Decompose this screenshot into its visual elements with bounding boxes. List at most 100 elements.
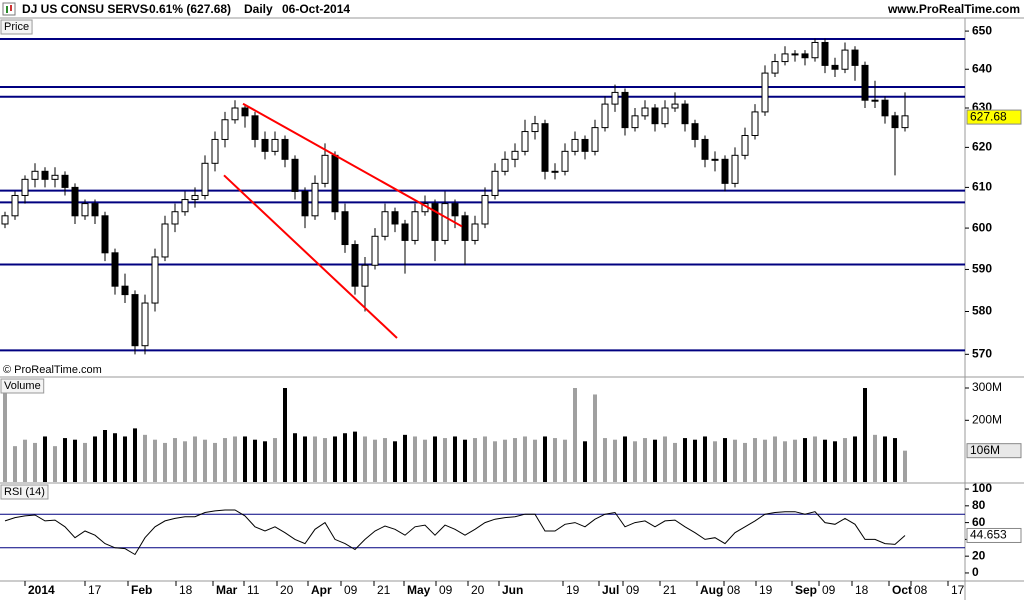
volume-bar xyxy=(733,439,737,482)
candle-body xyxy=(791,53,799,56)
instrument-title: DJ US CONSU SERVS xyxy=(22,2,148,16)
candle-body xyxy=(91,203,99,217)
volume-bar xyxy=(163,442,167,482)
candle-body xyxy=(811,41,819,59)
chart-icon xyxy=(6,6,8,13)
candle-body xyxy=(241,107,249,117)
volume-bar xyxy=(173,438,177,482)
candle-body xyxy=(151,256,159,304)
candle-body xyxy=(821,41,829,66)
candle-body xyxy=(121,285,129,296)
volume-bar xyxy=(83,442,87,482)
candle-body xyxy=(211,138,219,164)
candle-body xyxy=(181,199,189,213)
volume-bar xyxy=(843,438,847,482)
x-tick-label: Jul xyxy=(602,583,619,597)
candle-body xyxy=(581,138,589,152)
volume-bar xyxy=(483,436,487,482)
candle-body xyxy=(341,211,349,246)
x-tick-label: Feb xyxy=(131,583,152,597)
volume-bar xyxy=(893,438,897,482)
x-tick-label: 17 xyxy=(88,583,102,597)
volume-bar xyxy=(473,438,477,482)
last-value-box xyxy=(966,527,1022,543)
x-tick-label: Mar xyxy=(216,583,238,597)
candle-body xyxy=(591,127,599,152)
x-tick-label: May xyxy=(407,583,431,597)
volume-bar xyxy=(783,441,787,482)
volume-bar xyxy=(763,439,767,482)
volume-bar xyxy=(533,439,537,482)
candle-body xyxy=(141,302,149,347)
x-tick-label: Oct xyxy=(892,583,912,597)
y-tick-label: 300M xyxy=(972,380,1002,394)
volume-bar xyxy=(653,439,657,482)
candle-body xyxy=(651,107,659,125)
x-tick-label: Jun xyxy=(502,583,523,597)
candle-body xyxy=(691,123,699,140)
candle-body xyxy=(641,107,649,117)
volume-bar xyxy=(493,441,497,482)
candle-body xyxy=(501,158,509,172)
y-tick-label: 20 xyxy=(972,548,986,562)
x-tick-label: 17 xyxy=(951,583,965,597)
y-tick-label: 650 xyxy=(972,23,992,37)
candle-body xyxy=(741,135,749,156)
candle-body xyxy=(201,162,209,196)
volume-bar xyxy=(213,442,217,482)
candle-body xyxy=(681,103,689,125)
x-tick-label: 21 xyxy=(663,583,677,597)
candle-body xyxy=(631,115,639,129)
volume-bar xyxy=(263,441,267,482)
watermark: © ProRealTime.com xyxy=(3,364,102,376)
volume-bar xyxy=(603,438,607,482)
volume-bar xyxy=(623,436,627,482)
panel-label: Volume xyxy=(4,380,41,392)
panel-label: RSI (14) xyxy=(4,486,45,498)
candle-body xyxy=(551,170,559,173)
candle-body xyxy=(901,115,909,129)
y-tick-label: 620 xyxy=(972,140,992,154)
price-change: -0.61% (627.68) xyxy=(145,2,231,16)
volume-bar xyxy=(183,441,187,482)
volume-bar xyxy=(253,439,257,482)
volume-bar xyxy=(413,436,417,482)
period: Daily xyxy=(244,2,273,16)
volume-bar xyxy=(13,446,17,482)
x-tick-label: 21 xyxy=(377,583,391,597)
volume-bar xyxy=(273,438,277,482)
candle-body xyxy=(721,158,729,184)
x-tick-label: 11 xyxy=(247,583,260,597)
candle-body xyxy=(11,194,19,217)
x-tick-label: 19 xyxy=(759,583,773,597)
volume-bar xyxy=(463,439,467,482)
candle-body xyxy=(191,194,199,201)
volume-bar xyxy=(683,438,687,482)
volume-bar xyxy=(233,436,237,482)
candle-body xyxy=(611,91,619,105)
y-tick-label: 200M xyxy=(972,412,1002,426)
panel-label-box xyxy=(0,19,33,35)
volume-bar xyxy=(73,439,77,482)
candle-body xyxy=(891,115,899,129)
y-tick-label: 640 xyxy=(972,61,992,75)
volume-bar xyxy=(453,436,457,482)
last-value-box xyxy=(966,109,1022,125)
volume-bar xyxy=(503,439,507,482)
candle-body xyxy=(41,170,49,180)
candle-body xyxy=(81,203,89,217)
candle-body xyxy=(451,203,459,217)
last-value-box xyxy=(966,443,1022,459)
panel-label-box xyxy=(0,484,49,500)
volume-bar xyxy=(513,438,517,482)
candle-body xyxy=(361,264,369,287)
candle-body xyxy=(621,91,629,129)
candle-body xyxy=(271,138,279,152)
last-value-label: 44.653 xyxy=(970,528,1007,542)
candle-body xyxy=(461,215,469,241)
volume-bar xyxy=(93,436,97,482)
candle-body xyxy=(831,64,839,70)
volume-bar xyxy=(793,439,797,482)
volume-bar xyxy=(383,438,387,482)
volume-bar xyxy=(53,446,57,482)
